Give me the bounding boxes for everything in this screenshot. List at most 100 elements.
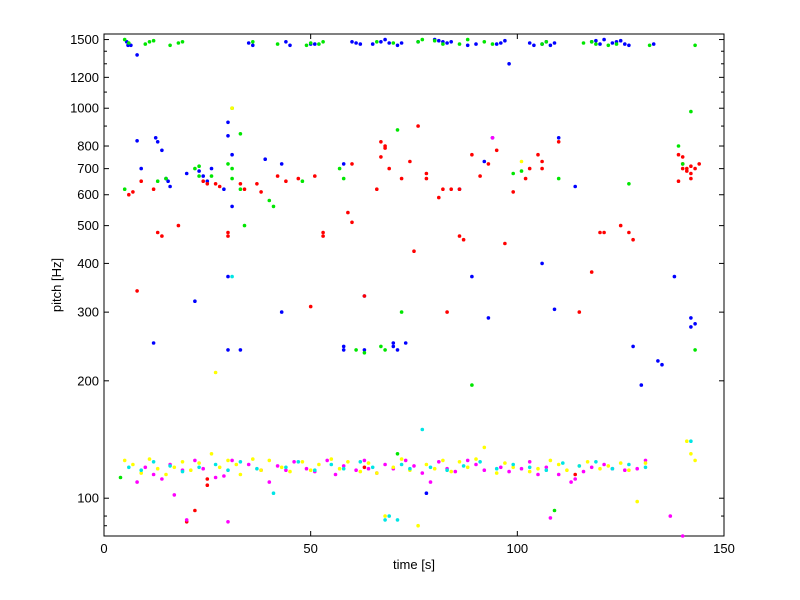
data-point (209, 174, 214, 178)
data-point (602, 37, 606, 42)
data-point (205, 179, 210, 183)
data-point (259, 190, 263, 194)
data-point (548, 458, 553, 463)
data-point (127, 192, 131, 197)
data-point (317, 42, 321, 46)
data-point (122, 458, 127, 463)
data-point (680, 166, 685, 171)
data-point (594, 42, 598, 46)
x-tick-label: 150 (713, 541, 735, 556)
data-point (226, 234, 230, 238)
data-point (341, 348, 346, 352)
data-point (209, 452, 214, 456)
data-point (122, 187, 127, 191)
data-point (379, 155, 383, 159)
data-point (180, 469, 185, 474)
data-point (606, 464, 611, 468)
data-point (350, 220, 354, 225)
data-point (226, 468, 230, 473)
data-point (391, 41, 396, 45)
data-point (230, 176, 234, 181)
data-point (527, 460, 532, 464)
data-point (536, 466, 540, 471)
data-point (153, 136, 158, 140)
data-point (271, 204, 276, 209)
data-point (164, 176, 168, 181)
y-tick-label: 200 (77, 373, 99, 388)
data-point (226, 520, 230, 524)
data-point (217, 465, 222, 470)
data-points (118, 37, 701, 538)
data-point (511, 171, 515, 176)
data-point (164, 472, 168, 477)
data-point (643, 458, 648, 463)
data-point (445, 41, 449, 45)
data-point (420, 37, 425, 42)
data-point (482, 468, 487, 473)
data-point (370, 42, 375, 46)
data-point (552, 307, 557, 312)
data-point (213, 182, 218, 186)
data-point (321, 40, 325, 44)
data-point (341, 466, 346, 471)
data-point (288, 469, 292, 474)
data-point (689, 439, 693, 444)
data-point (296, 460, 301, 464)
data-point (238, 472, 243, 477)
data-point (122, 37, 127, 42)
data-point (226, 348, 230, 352)
data-point (172, 465, 177, 470)
data-point (461, 237, 466, 242)
data-point (341, 344, 346, 349)
data-point (230, 106, 234, 110)
data-point (457, 234, 462, 238)
data-point (391, 465, 396, 470)
data-point (151, 472, 156, 477)
data-point (135, 480, 139, 484)
data-point (362, 465, 367, 470)
data-point (556, 176, 561, 181)
data-point (598, 230, 602, 235)
data-point (230, 166, 234, 171)
data-point (317, 462, 321, 467)
data-point (424, 462, 429, 467)
data-point (284, 468, 288, 473)
data-point (689, 316, 693, 320)
data-point (292, 460, 296, 464)
plot-area (103, 33, 725, 537)
data-point (383, 348, 387, 352)
data-point (689, 325, 693, 329)
data-point (234, 462, 239, 467)
data-point (424, 176, 429, 181)
data-point (135, 139, 139, 143)
data-point (143, 465, 148, 470)
data-point (693, 458, 697, 463)
data-point (135, 53, 139, 57)
data-point (693, 166, 697, 171)
data-point (470, 274, 474, 279)
data-point (432, 466, 437, 471)
data-point (341, 176, 346, 181)
data-point (362, 351, 367, 355)
data-point (486, 162, 491, 166)
data-point (651, 42, 656, 46)
data-point (697, 162, 701, 166)
data-point (685, 439, 689, 444)
data-point (478, 174, 482, 178)
data-point (160, 234, 164, 238)
data-point (432, 38, 437, 43)
data-point (313, 468, 317, 473)
data-point (465, 43, 470, 48)
data-point (205, 483, 210, 488)
data-point (226, 134, 230, 138)
data-point (527, 41, 532, 45)
data-point (184, 171, 189, 176)
data-point (395, 128, 400, 132)
data-point (366, 461, 371, 465)
data-point (275, 464, 280, 468)
data-point (147, 457, 152, 461)
data-point (416, 523, 420, 528)
data-point (358, 469, 363, 474)
data-point (321, 234, 325, 238)
data-point (275, 42, 280, 46)
